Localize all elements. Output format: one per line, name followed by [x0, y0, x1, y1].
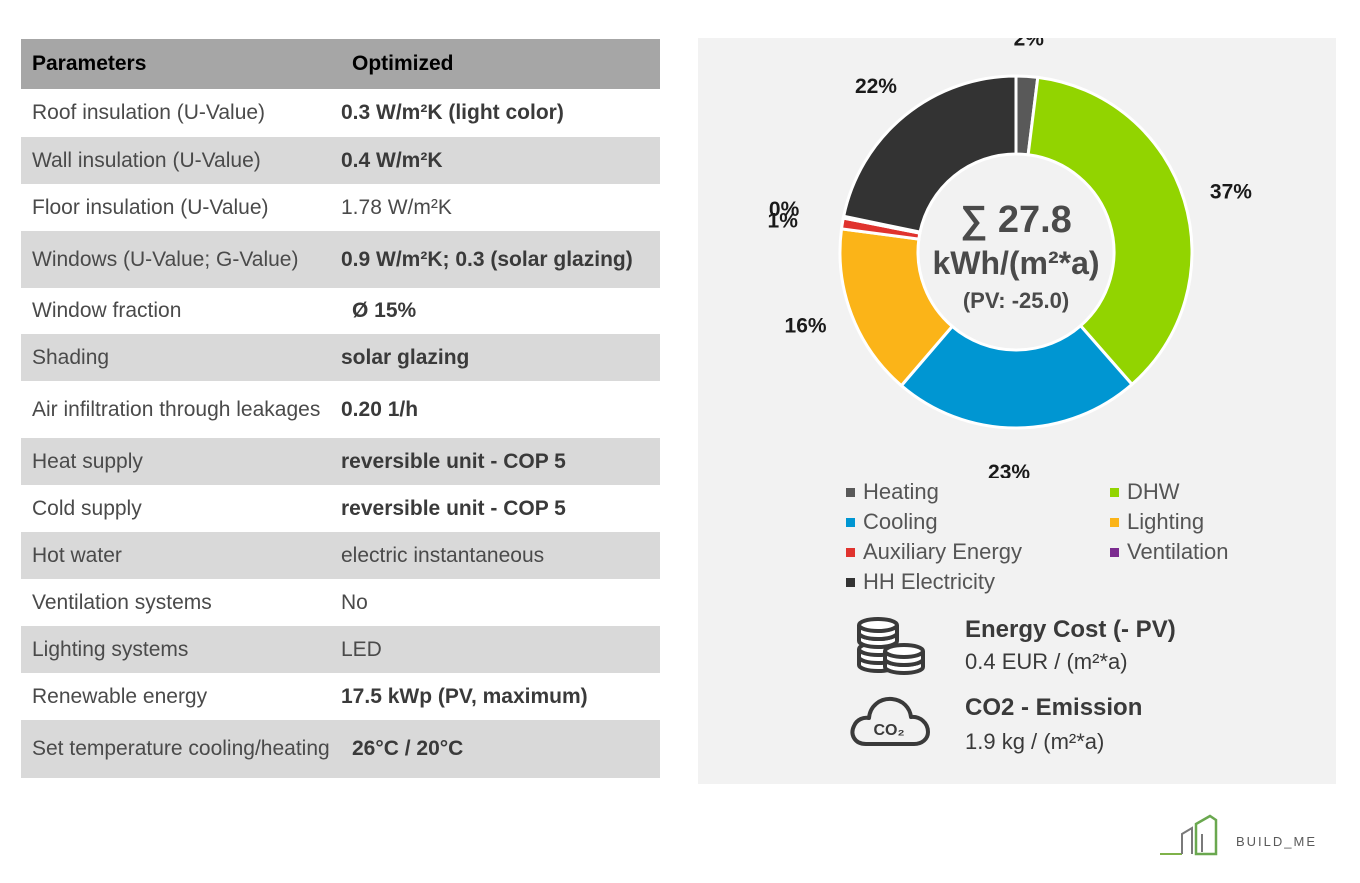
table-row: Window fraction Ø 15%	[21, 288, 660, 334]
legend-item-dhw: DHW	[1110, 479, 1180, 505]
value-cell: No	[330, 579, 660, 626]
co2-emission-value: 1.9 kg / (m²*a)	[965, 729, 1105, 754]
donut-slice-hh-electricity	[841, 74, 1018, 234]
table-row: Renewable energy 17.5 kWp (PV, maximum)	[21, 673, 660, 720]
donut-label-lighting: 16%	[785, 315, 827, 338]
legend-swatch	[1110, 547, 1119, 557]
legend-label: DHW	[1127, 479, 1180, 504]
donut-slice-cooling	[899, 323, 1135, 430]
center-unit: kWh/(m²*a)	[932, 245, 1099, 281]
legend-item-ventilation: Ventilation	[1110, 539, 1229, 565]
co2-icon-text: CO₂	[873, 722, 904, 739]
center-total: ∑ 27.8	[960, 199, 1072, 241]
center-pv: (PV: -25.0)	[963, 288, 1069, 313]
donut-label-heating: 2%	[1014, 38, 1045, 50]
donut-label-hh-electricity: 22%	[855, 75, 897, 98]
table-row: Heat supply reversible unit - COP 5	[21, 438, 660, 485]
param-cell: Windows (U-Value; G-Value)	[21, 231, 330, 288]
param-cell: Window fraction	[21, 288, 330, 334]
legend-swatch	[846, 487, 855, 497]
param-cell: Air infiltration through leakages	[21, 381, 330, 438]
table-row: Roof insulation (U-Value) 0.3 W/m²K (lig…	[21, 89, 660, 137]
value-cell: LED	[330, 626, 660, 673]
param-cell: Renewable energy	[21, 673, 330, 720]
co2-emission-title: CO2 - Emission	[965, 694, 1143, 721]
param-cell: Roof insulation (U-Value)	[21, 89, 330, 137]
param-cell: Cold supply	[21, 485, 330, 532]
donut-label-auxiliary-energy: 1%	[768, 210, 799, 233]
param-cell: Wall insulation (U-Value)	[21, 137, 330, 184]
donut-slices	[838, 74, 1194, 430]
table-row: Floor insulation (U-Value) 1.78 W/m²K	[21, 184, 660, 231]
value-cell: 0.4 W/m²K	[330, 137, 660, 184]
value-cell: 0.3 W/m²K (light color)	[330, 89, 660, 137]
legend-item-auxiliary-energy: Auxiliary Energy	[846, 539, 1022, 565]
legend-swatch	[846, 577, 855, 587]
value-cell: 17.5 kWp (PV, maximum)	[330, 673, 660, 720]
donut-label-cooling: 23%	[988, 461, 1030, 478]
header-parameters: Parameters	[21, 39, 330, 89]
table-header-row: Parameters Optimized	[21, 39, 660, 89]
donut-label-dhw: 37%	[1210, 181, 1252, 204]
legend-swatch	[1110, 487, 1119, 497]
legend-item-hh-electricity: HH Electricity	[846, 569, 995, 595]
table-row: Wall insulation (U-Value) 0.4 W/m²K	[21, 137, 660, 184]
donut-label-ventilation: 0%	[769, 198, 800, 221]
legend-swatch	[846, 517, 855, 527]
value-cell: 0.9 W/m²K; 0.3 (solar glazing)	[330, 231, 660, 288]
table-row: Ventilation systems No	[21, 579, 660, 626]
header-optimized: Optimized	[330, 39, 660, 89]
legend-item-heating: Heating	[846, 479, 939, 505]
energy-cost-value: 0.4 EUR / (m²*a)	[965, 649, 1128, 674]
value-cell: solar glazing	[330, 334, 660, 381]
table-row: Set temperature cooling/heating 26°C / 2…	[21, 720, 660, 778]
param-cell: Lighting systems	[21, 626, 330, 673]
logo-text: BUILD_ME	[1236, 834, 1318, 849]
legend-label: Ventilation	[1127, 539, 1229, 564]
parameters-table: Parameters Optimized Roof insulation (U-…	[21, 39, 660, 778]
value-cell: reversible unit - COP 5	[330, 485, 660, 532]
energy-chart-panel: 2% 37% 23% 16% 1% 0% 22% ∑ 27.8 kWh/(m²*a) (PV…	[698, 38, 1336, 784]
co2-cloud-icon: CO₂	[850, 696, 930, 746]
legend-item-lighting: Lighting	[1110, 509, 1204, 535]
donut-labels: 2% 37% 23% 16% 1%0% 22%	[768, 38, 1253, 478]
table-row: Windows (U-Value; G-Value) 0.9 W/m²K; 0.…	[21, 231, 660, 288]
value-cell: reversible unit - COP 5	[330, 438, 660, 485]
value-cell: Ø 15%	[330, 288, 660, 334]
value-cell: 0.20 1/h	[330, 381, 660, 438]
donut-slice-dhw	[1026, 75, 1194, 387]
legend-label: Auxiliary Energy	[863, 539, 1022, 564]
table-row: Hot water electric instantaneous	[21, 532, 660, 579]
legend-label: Lighting	[1127, 509, 1205, 534]
legend-label: HH Electricity	[863, 569, 996, 594]
legend-swatch	[846, 547, 855, 557]
value-cell: 1.78 W/m²K	[330, 184, 660, 231]
legend-label: Heating	[863, 479, 939, 504]
value-cell: 26°C / 20°C	[330, 720, 660, 778]
legend-label: Cooling	[863, 509, 938, 534]
legend-item-cooling: Cooling	[846, 509, 938, 535]
coins-icon	[857, 617, 925, 675]
legend-swatch	[1110, 517, 1119, 527]
build-me-logo-icon	[1160, 814, 1218, 856]
table-row: Air infiltration through leakages 0.20 1…	[21, 381, 660, 438]
value-cell: electric instantaneous	[330, 532, 660, 579]
param-cell: Ventilation systems	[21, 579, 330, 626]
energy-cost-title: Energy Cost (- PV)	[965, 616, 1176, 643]
param-cell: Heat supply	[21, 438, 330, 485]
table-row: Shading solar glazing	[21, 334, 660, 381]
param-cell: Floor insulation (U-Value)	[21, 184, 330, 231]
param-cell: Set temperature cooling/heating	[21, 720, 330, 778]
table-row: Cold supply reversible unit - COP 5	[21, 485, 660, 532]
donut-chart: 2% 37% 23% 16% 1%0% 22% ∑ 27.8 kWh/(m²*a) (PV…	[768, 38, 1253, 478]
param-cell: Shading	[21, 334, 330, 381]
table-row: Lighting systems LED	[21, 626, 660, 673]
param-cell: Hot water	[21, 532, 330, 579]
